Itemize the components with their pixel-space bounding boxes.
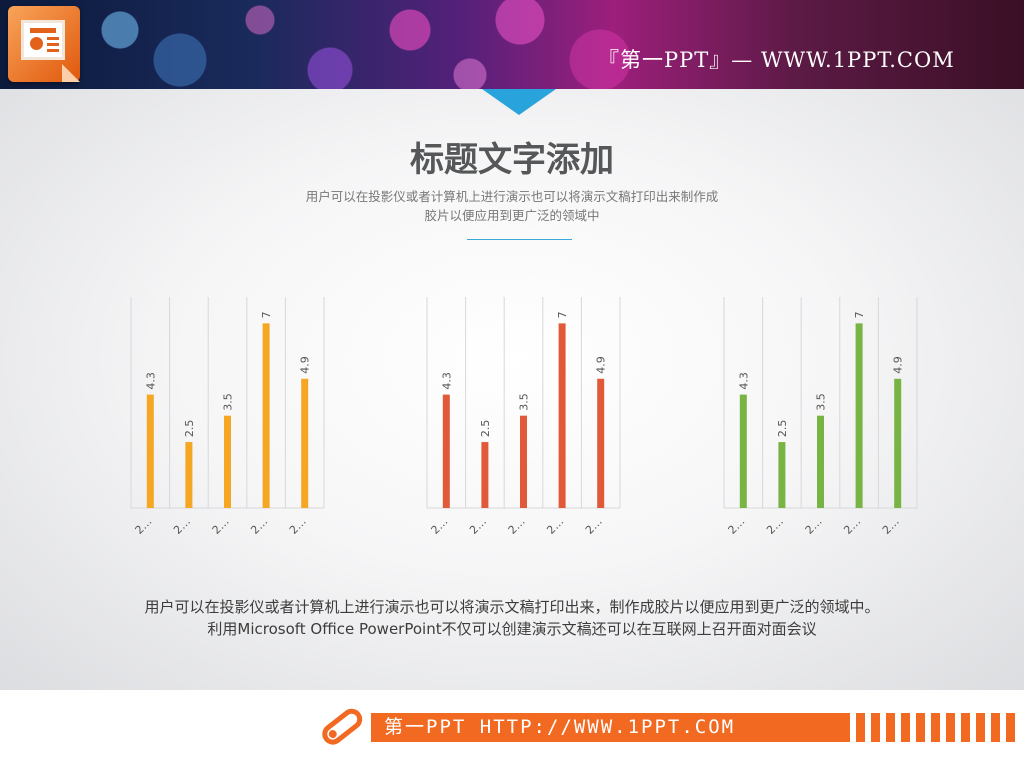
bar <box>146 394 154 508</box>
data-label: 4.3 <box>440 372 453 390</box>
footer-stripe <box>976 713 985 742</box>
slide-content-area <box>0 89 1024 690</box>
footer-stripe <box>1006 713 1015 742</box>
x-tick-label: 2… <box>287 515 309 537</box>
bar <box>558 323 566 508</box>
bar <box>442 394 450 508</box>
pointer-triangle <box>482 89 556 115</box>
x-tick-label: 2… <box>248 515 270 537</box>
data-label: 2.5 <box>479 420 492 438</box>
data-label: 3.5 <box>518 393 531 411</box>
x-tick-label: 2… <box>506 515 528 537</box>
slide-subtitle: 用户可以在投影仪或者计算机上进行演示也可以将演示文稿打印出来制作成 胶片以便应用… <box>262 187 762 225</box>
bar <box>301 378 309 508</box>
data-label: 7 <box>556 311 569 318</box>
bar <box>262 323 270 508</box>
data-label: 3.5 <box>222 393 235 411</box>
data-label: 4.9 <box>595 356 608 374</box>
footer-stripes <box>856 713 1016 742</box>
subtitle-line-1: 用户可以在投影仪或者计算机上进行演示也可以将演示文稿打印出来制作成 <box>305 189 719 204</box>
title-divider <box>467 239 572 240</box>
footer-stripe <box>931 713 940 742</box>
data-label: 2.5 <box>776 420 789 438</box>
x-tick-label: 2… <box>171 515 193 537</box>
footer-bar <box>371 713 850 742</box>
bar <box>894 378 902 508</box>
bar <box>855 323 863 508</box>
bar <box>224 415 231 508</box>
data-label: 2.5 <box>183 420 196 438</box>
data-label: 7 <box>260 311 273 318</box>
footer-stripe <box>856 713 865 742</box>
header-brand-text[interactable]: 『第一PPT』— WWW.1PPT.COM <box>598 48 955 72</box>
footer-stripe <box>946 713 955 742</box>
footer-stripe <box>991 713 1000 742</box>
x-tick-label: 2… <box>544 515 566 537</box>
footer-stripe <box>916 713 925 742</box>
footer-stripe <box>901 713 910 742</box>
bar-chart-green: 4.3 2… 2.5 2… 3.5 2… 7 2… 4.9 2… <box>723 297 918 537</box>
bar <box>778 442 786 508</box>
data-label: 4.9 <box>299 356 312 374</box>
x-tick-label: 2… <box>764 515 786 537</box>
bar <box>739 394 747 508</box>
x-tick-label: 2… <box>133 515 155 537</box>
body-text: 用户可以在投影仪或者计算机上进行演示也可以将演示文稿打印出来，制作成胶片以便应用… <box>60 596 964 640</box>
x-tick-label: 2… <box>880 515 902 537</box>
pen-icon <box>322 708 363 745</box>
header-banner <box>0 0 1024 89</box>
data-label: 7 <box>853 311 866 318</box>
body-line-2: 利用Microsoft Office PowerPoint不仅可以创建演示文稿还… <box>207 620 817 638</box>
bar <box>597 378 605 508</box>
bar-chart-orange: 4.3 2… 2.5 2… 3.5 2… 7 2… 4.9 2… <box>130 297 325 537</box>
bar <box>520 415 527 508</box>
bar <box>481 442 489 508</box>
data-label: 4.3 <box>737 372 750 390</box>
data-label: 4.9 <box>892 356 905 374</box>
x-tick-label: 2… <box>429 515 451 537</box>
bar <box>817 415 824 508</box>
bar <box>185 442 193 508</box>
x-tick-label: 2… <box>467 515 489 537</box>
x-tick-label: 2… <box>210 515 232 537</box>
subtitle-line-2: 胶片以便应用到更广泛的领域中 <box>424 208 600 223</box>
footer-stripe <box>871 713 880 742</box>
footer-stripe <box>886 713 895 742</box>
data-label: 3.5 <box>815 393 828 411</box>
body-line-1: 用户可以在投影仪或者计算机上进行演示也可以将演示文稿打印出来，制作成胶片以便应用… <box>144 598 880 616</box>
footer-stripe <box>961 713 970 742</box>
presentation-icon[interactable] <box>8 6 80 82</box>
x-tick-label: 2… <box>803 515 825 537</box>
x-tick-label: 2… <box>841 515 863 537</box>
data-label: 4.3 <box>144 372 157 390</box>
x-tick-label: 2… <box>726 515 748 537</box>
x-tick-label: 2… <box>583 515 605 537</box>
footer-url-text[interactable]: 第一PPT HTTP://WWW.1PPT.COM <box>384 716 736 738</box>
bar-chart-red: 4.3 2… 2.5 2… 3.5 2… 7 2… 4.9 2… <box>426 297 621 537</box>
slide-title: 标题文字添加 <box>410 140 614 180</box>
